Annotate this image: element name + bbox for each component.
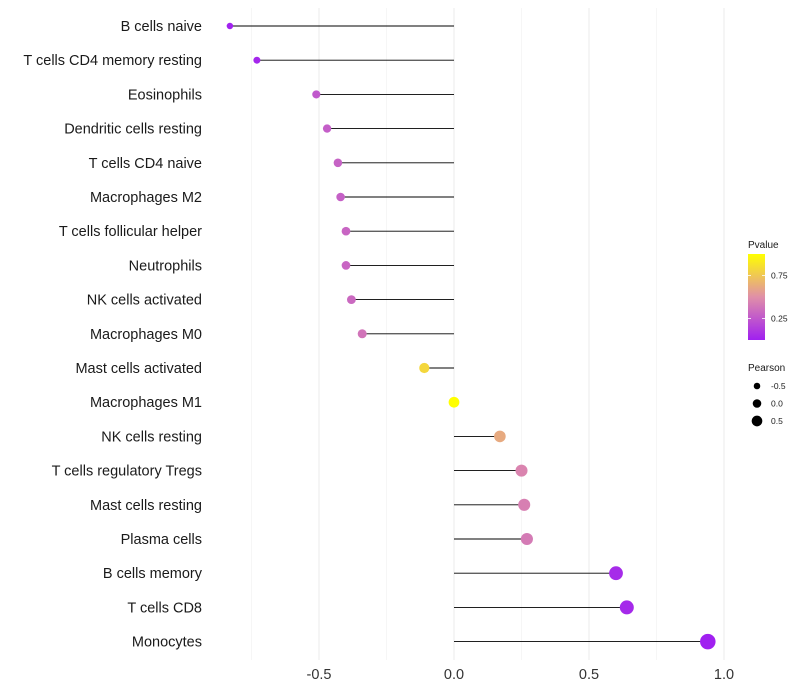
y-category-label: NK cells activated [87,293,202,309]
y-category-label: NK cells resting [101,429,202,445]
lollipop-point [357,329,367,339]
y-category-label: Macrophages M1 [90,395,202,411]
lollipop-point [700,633,716,650]
y-category-label: Mast cells resting [90,498,202,514]
lollipop-point [341,226,351,236]
y-category-label: Neutrophils [129,258,202,274]
grid-lines [251,8,725,660]
lollipop-point [448,396,460,408]
y-category-label: T cells CD8 [127,600,202,616]
y-category-label: Plasma cells [121,532,202,548]
lollipop-point [253,56,261,64]
lollipop-point [322,124,332,133]
y-category-label: T cells CD4 naive [89,156,202,172]
y-category-label: Monocytes [132,635,202,651]
x-tick-label: 0.0 [444,667,464,683]
lollipop-stems [229,25,708,643]
lollipop-point [619,600,634,615]
colorbar-tick-label: 0.75 [771,271,788,281]
y-category-label: Dendritic cells resting [64,122,202,138]
y-category-label: Eosinophils [128,87,202,103]
x-tick-label: 0.5 [579,667,599,683]
y-category-label: Macrophages M0 [90,327,202,343]
pvalue-legend-title: Pvalue [748,240,779,251]
lollipop-point [341,261,351,270]
y-axis-labels: B cells naive T cells CD4 memory resting E… [23,19,202,651]
size-key-dot [751,415,763,427]
lollipop-point [518,498,531,511]
lollipop-point [494,430,506,443]
size-key-dot [752,399,762,408]
x-tick-label: 1.0 [714,667,734,683]
y-category-label: Mast cells activated [75,361,202,377]
lollipop-point [515,464,528,477]
x-axis-tick-labels: -0.5 0.0 0.5 1.0 [307,667,735,683]
lollipop-point [609,566,623,581]
pvalue-legend: Pvalue 0.25 0.75 [748,240,788,340]
lollipop-point [312,90,321,99]
pearson-legend-title: Pearson [748,363,785,374]
y-category-label: B cells naive [121,19,202,35]
size-key-label: 0.0 [771,399,783,409]
colorbar-tick-label: 0.25 [771,314,788,324]
size-key-label: 0.5 [771,416,783,426]
y-category-label: T cells CD4 memory resting [23,53,202,69]
x-tick-label: -0.5 [307,667,332,683]
lollipop-point [336,192,345,202]
lollipop-points [226,22,716,650]
size-key-label: -0.5 [771,381,786,391]
lollipop-point [419,362,430,374]
y-category-label: T cells regulatory Tregs [52,464,202,480]
pearson-legend: Pearson -0.5 0.0 0.5 [748,363,786,427]
lollipop-point [226,22,234,30]
lollipop-point [347,295,356,304]
size-key-dot [753,382,761,390]
lollipop-point [520,532,533,546]
lollipop-point [333,158,343,168]
y-category-label: B cells memory [103,566,203,582]
y-category-label: T cells follicular helper [59,224,202,240]
pvalue-colorbar [748,254,765,340]
y-category-label: Macrophages M2 [90,190,202,206]
